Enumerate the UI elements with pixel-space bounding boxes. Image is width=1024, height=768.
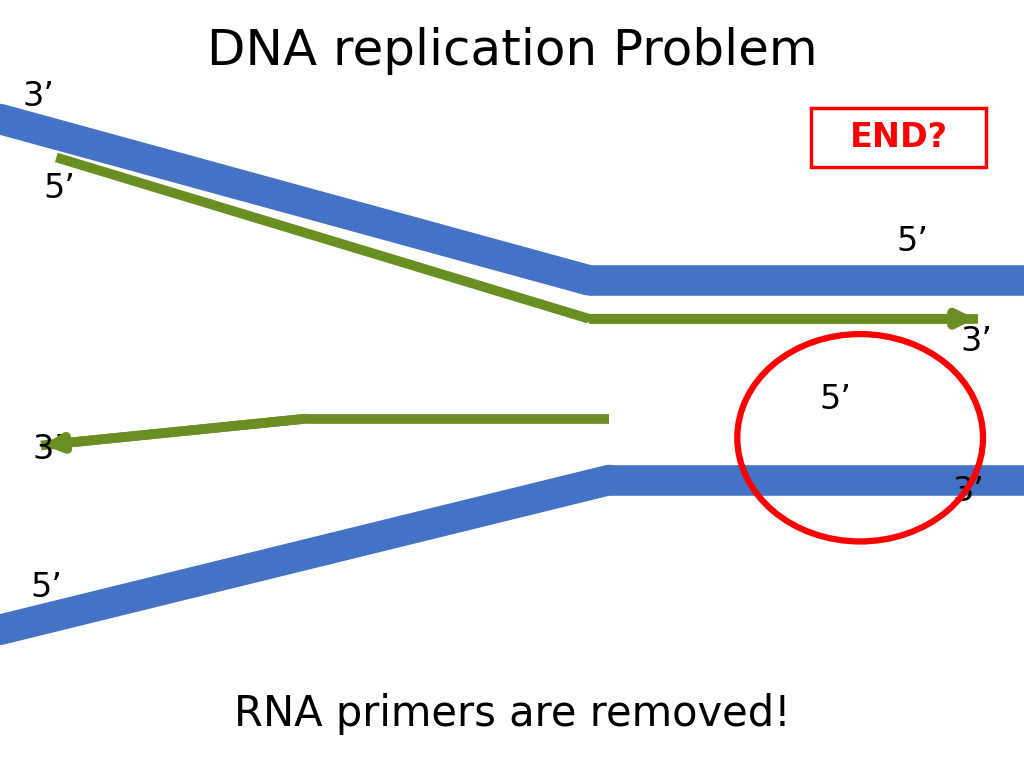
Text: 5’: 5’: [31, 571, 62, 604]
Text: 3’: 3’: [961, 326, 992, 358]
Text: 3’: 3’: [33, 433, 65, 465]
Text: END?: END?: [850, 121, 947, 154]
Text: 5’: 5’: [43, 172, 75, 204]
Text: 5’: 5’: [896, 226, 928, 258]
Text: 5’: 5’: [819, 383, 851, 415]
FancyBboxPatch shape: [811, 108, 986, 167]
Text: 3’: 3’: [23, 80, 54, 112]
Text: RNA primers are removed!: RNA primers are removed!: [233, 694, 791, 735]
Text: DNA replication Problem: DNA replication Problem: [207, 27, 817, 75]
Text: 3’: 3’: [952, 475, 984, 508]
